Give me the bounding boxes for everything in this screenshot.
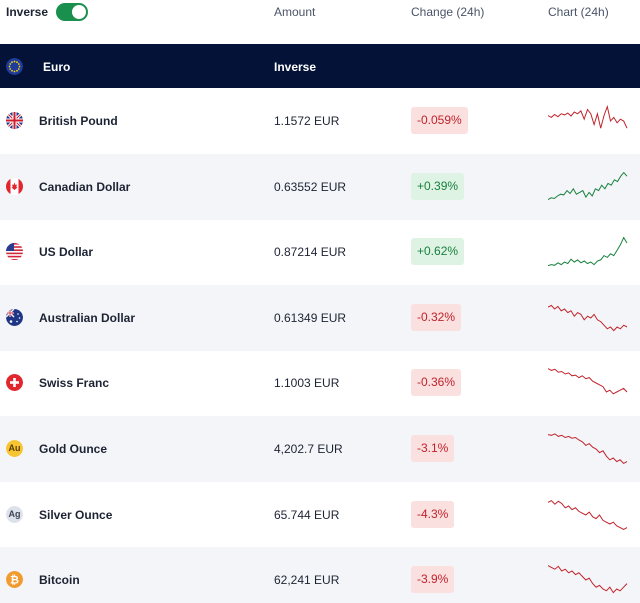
sparkline-chart xyxy=(548,565,628,594)
sparkline xyxy=(548,304,628,332)
currency-row-swiss-franc[interactable]: Swiss Franc 1.1003 EUR -0.36% xyxy=(0,350,640,416)
currency-row-british-pound[interactable]: British Pound 1.1572 EUR -0.059% xyxy=(0,88,640,154)
sparkline xyxy=(548,368,628,395)
inverse-toggle-group[interactable]: Inverse xyxy=(6,3,89,21)
top-bar: Inverse Amount Change (24h) Chart (24h) xyxy=(0,0,640,44)
change-badge: +0.39% xyxy=(411,172,465,200)
currency-name[interactable]: US Dollar xyxy=(39,245,94,260)
sparkline-chart xyxy=(548,368,628,395)
currency-row-silver-ounce[interactable]: Ag Silver Ounce 65.744 EUR -4.3% xyxy=(0,482,640,548)
silver-coin-icon: Ag xyxy=(6,505,23,523)
sparkline xyxy=(548,236,628,267)
base-currency-row: Euro Inverse xyxy=(0,44,640,88)
inverse-toggle[interactable] xyxy=(56,3,89,21)
currency-amount: 1.1572 EUR xyxy=(274,114,340,128)
currency-name[interactable]: Australian Dollar xyxy=(39,310,136,325)
uk-flag-icon xyxy=(6,112,23,129)
change-badge: -3.1% xyxy=(411,435,455,462)
sparkline-chart xyxy=(548,433,628,465)
currency-amount: 0.87214 EUR xyxy=(274,245,347,260)
gold-coin-icon: Au xyxy=(6,440,23,457)
currency-name[interactable]: Gold Ounce xyxy=(39,442,108,456)
inverse-toggle-label: Inverse xyxy=(6,5,49,19)
sparkline xyxy=(548,565,628,594)
sparkline xyxy=(548,104,628,129)
currency-row-bitcoin[interactable]: ₿ Bitcoin 62,241 EUR -3.9% xyxy=(0,547,640,603)
change-badge: -0.32% xyxy=(411,303,462,331)
sparkline-chart xyxy=(548,171,628,200)
change-badge: -0.059% xyxy=(411,107,468,134)
currency-amount: 0.61349 EUR xyxy=(274,310,347,325)
us-flag-icon xyxy=(6,243,23,261)
currency-row-australian-dollar[interactable]: Australian Dollar 0.61349 EUR -0.32% xyxy=(0,284,640,351)
base-currency-name: Euro xyxy=(43,60,71,74)
sparkline-chart xyxy=(548,304,628,332)
eu-flag-icon xyxy=(6,58,23,75)
sparkline xyxy=(548,171,628,200)
currency-row-canadian-dollar[interactable]: Canadian Dollar 0.63552 EUR +0.39% xyxy=(0,153,640,220)
change-badge: -0.36% xyxy=(411,369,462,397)
base-inverse-label: Inverse xyxy=(274,60,317,74)
coin-symbol: Ag xyxy=(6,505,23,523)
currency-name[interactable]: Silver Ounce xyxy=(39,507,113,522)
switzerland-flag-icon xyxy=(6,374,23,392)
australia-flag-icon xyxy=(6,308,23,326)
sparkline-chart xyxy=(548,104,628,129)
currency-name[interactable]: Swiss Franc xyxy=(39,376,110,391)
change-badge: -4.3% xyxy=(411,500,455,528)
toggle-knob xyxy=(72,5,87,19)
change-badge: -3.9% xyxy=(411,566,455,594)
sparkline-chart xyxy=(548,499,628,530)
currency-row-gold-ounce[interactable]: Au Gold Ounce 4,202.7 EUR -3.1% xyxy=(0,416,640,482)
column-header-amount: Amount xyxy=(274,5,316,19)
sparkline-chart xyxy=(548,236,628,267)
currency-amount: 65.744 EUR xyxy=(274,507,340,522)
canada-flag-icon xyxy=(6,177,23,195)
change-badge: +0.62% xyxy=(411,238,465,266)
currency-amount: 1.1003 EUR xyxy=(274,376,340,391)
column-header-change: Change (24h) xyxy=(411,5,485,19)
sparkline xyxy=(548,433,628,465)
currency-amount: 62,241 EUR xyxy=(274,573,340,588)
coin-symbol: Au xyxy=(6,440,23,457)
currency-name[interactable]: British Pound xyxy=(39,114,118,128)
currency-row-us-dollar[interactable]: US Dollar 0.87214 EUR +0.62% xyxy=(0,219,640,285)
currency-name[interactable]: Bitcoin xyxy=(39,573,80,588)
sparkline xyxy=(548,499,628,530)
bitcoin-icon: ₿ xyxy=(6,571,23,589)
currency-name[interactable]: Canadian Dollar xyxy=(39,179,131,194)
currency-amount: 0.63552 EUR xyxy=(274,179,347,194)
svg-text:₿: ₿ xyxy=(10,574,19,587)
currency-amount: 4,202.7 EUR xyxy=(274,442,343,456)
column-header-chart: Chart (24h) xyxy=(548,5,609,19)
